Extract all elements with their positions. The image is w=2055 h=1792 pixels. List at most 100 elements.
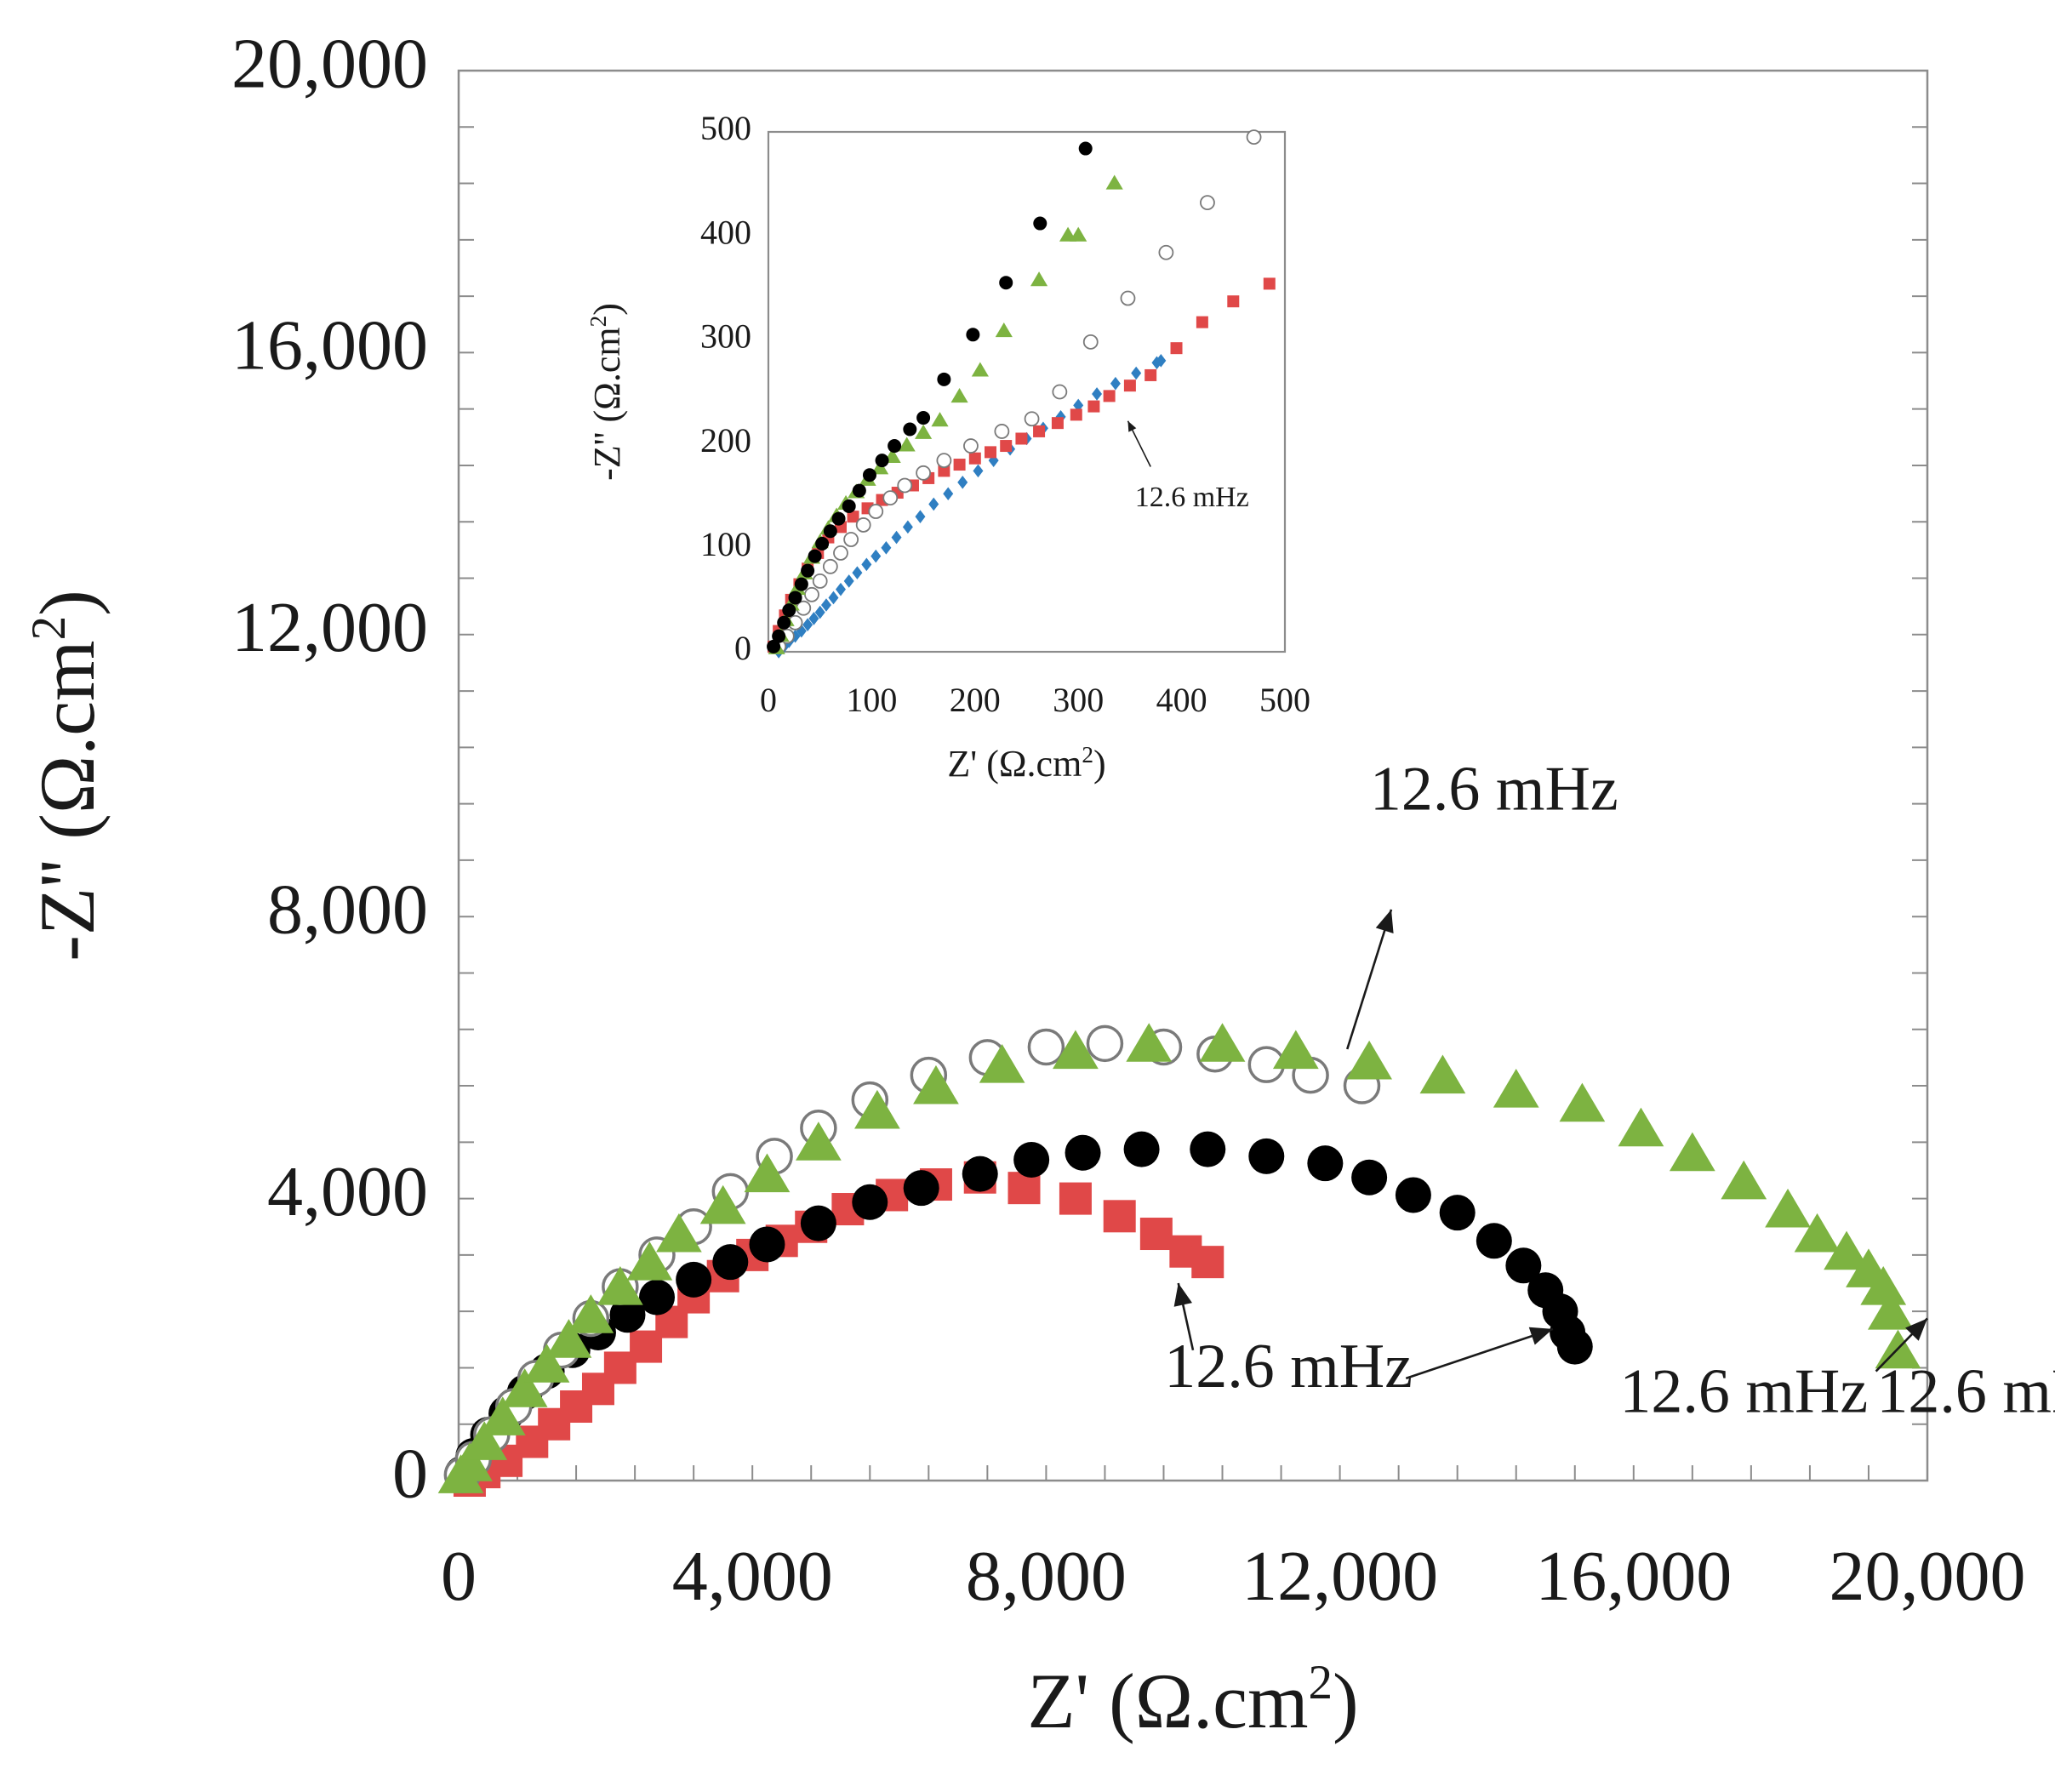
inset-y-axis-title-text: -Z'' (Ω.cm <box>586 327 628 481</box>
y-tick-label: 4,000 <box>267 1152 428 1231</box>
data-point <box>749 1226 785 1263</box>
data-point <box>842 499 856 513</box>
annotation-arrow-line <box>1405 1327 1554 1380</box>
main-x-axis-title-superscript: 2 <box>1309 1656 1333 1709</box>
inset-annotations: 12.6 mHz <box>1127 420 1249 513</box>
data-point <box>928 497 939 511</box>
data-point <box>1227 295 1240 308</box>
data-point <box>820 598 831 612</box>
x-tick-label: 12,000 <box>1242 1537 1438 1616</box>
inset-x-axis-title-close: ) <box>1093 743 1106 785</box>
main-y-axis-title-text: -Z'' (Ω.cm <box>24 640 111 961</box>
data-point <box>1824 1230 1869 1270</box>
data-point <box>1395 1177 1431 1213</box>
data-point <box>1346 1040 1392 1080</box>
data-point <box>995 322 1013 338</box>
data-point <box>1200 195 1215 210</box>
data-point <box>957 476 968 489</box>
inset-x-axis-title: Z' (Ω.cm2) <box>947 742 1105 785</box>
data-point <box>1669 1132 1715 1172</box>
data-point <box>626 1241 673 1281</box>
data-point <box>808 612 819 625</box>
x-tick-label: 16,000 <box>1535 1537 1732 1616</box>
data-point <box>902 520 913 534</box>
data-point <box>1263 277 1276 290</box>
data-point <box>699 1184 746 1224</box>
data-point <box>1505 1247 1542 1284</box>
data-point <box>966 328 980 342</box>
x-tick-label: 20,000 <box>1830 1537 2026 1616</box>
data-point <box>843 574 854 588</box>
data-point <box>1110 376 1121 391</box>
inset-series-black-filled-circles <box>767 141 1093 653</box>
y-tick-label: 400 <box>700 213 751 251</box>
data-point <box>1092 387 1103 401</box>
y-tick-label: 16,000 <box>231 306 428 385</box>
data-point <box>501 1368 548 1407</box>
inset-plot-frame <box>767 130 1287 653</box>
data-point <box>777 615 791 630</box>
data-point <box>1476 1223 1512 1259</box>
data-point <box>913 1064 959 1104</box>
data-point <box>999 276 1013 290</box>
data-point <box>676 1261 712 1298</box>
data-point <box>782 603 796 618</box>
data-point <box>639 1279 676 1315</box>
data-point <box>871 549 882 563</box>
main-y-axis-title: -Z'' (Ω.cm2) <box>22 590 111 962</box>
data-point <box>1191 1246 1224 1279</box>
data-point <box>1190 1131 1226 1167</box>
main-y-axis-title-close: ) <box>24 590 111 616</box>
data-point <box>985 446 997 459</box>
data-point <box>767 639 781 653</box>
data-point <box>609 1297 646 1333</box>
data-point <box>1199 1023 1246 1062</box>
data-point <box>1000 440 1013 453</box>
data-point <box>871 459 889 475</box>
data-point <box>875 454 889 468</box>
main-x-axis-title-text: Z' (Ω.cm <box>1027 1658 1308 1744</box>
data-point <box>903 1170 939 1207</box>
main-x-axis-title-close: ) <box>1333 1658 1359 1744</box>
data-point <box>1123 1131 1160 1167</box>
data-point <box>971 362 989 377</box>
data-point <box>1248 1138 1285 1174</box>
data-point <box>1867 1291 1914 1330</box>
inset-series-blue-diamonds <box>773 354 1167 659</box>
x-tick-label: 200 <box>950 681 1001 719</box>
data-point <box>1765 1188 1811 1228</box>
data-point <box>1052 384 1068 400</box>
y-tick-label: 300 <box>700 317 751 356</box>
data-point <box>979 1044 1025 1083</box>
data-point <box>1078 141 1093 156</box>
data-point <box>852 566 863 579</box>
x-tick-label: 100 <box>846 681 897 719</box>
data-point <box>1123 380 1136 392</box>
data-point <box>897 477 913 494</box>
x-tick-label: 4,000 <box>672 1537 833 1616</box>
inset-y-axis-title-close: ) <box>586 303 628 316</box>
main-series-green-triangles <box>437 1023 1921 1493</box>
data-point <box>545 1319 592 1358</box>
data-point <box>1493 1069 1539 1108</box>
x-tick-label: 0 <box>441 1537 477 1616</box>
data-point <box>772 629 786 643</box>
y-tick-label: 100 <box>700 525 751 563</box>
data-point <box>800 1205 836 1241</box>
data-point <box>812 574 828 589</box>
inset-y-axis-title: -Z'' (Ω.cm2) <box>585 303 628 481</box>
data-point <box>852 1184 888 1220</box>
y-tick-label: 20,000 <box>231 24 428 103</box>
data-point <box>1073 398 1084 413</box>
data-point <box>822 558 838 574</box>
data-point <box>1126 1023 1173 1062</box>
data-point <box>915 424 933 439</box>
data-point <box>1246 129 1262 146</box>
data-point <box>891 530 902 545</box>
data-point <box>855 517 871 533</box>
annotation-label: 12.6 mHz <box>1876 1357 2055 1427</box>
data-point <box>1196 316 1208 328</box>
data-point <box>1156 354 1167 368</box>
